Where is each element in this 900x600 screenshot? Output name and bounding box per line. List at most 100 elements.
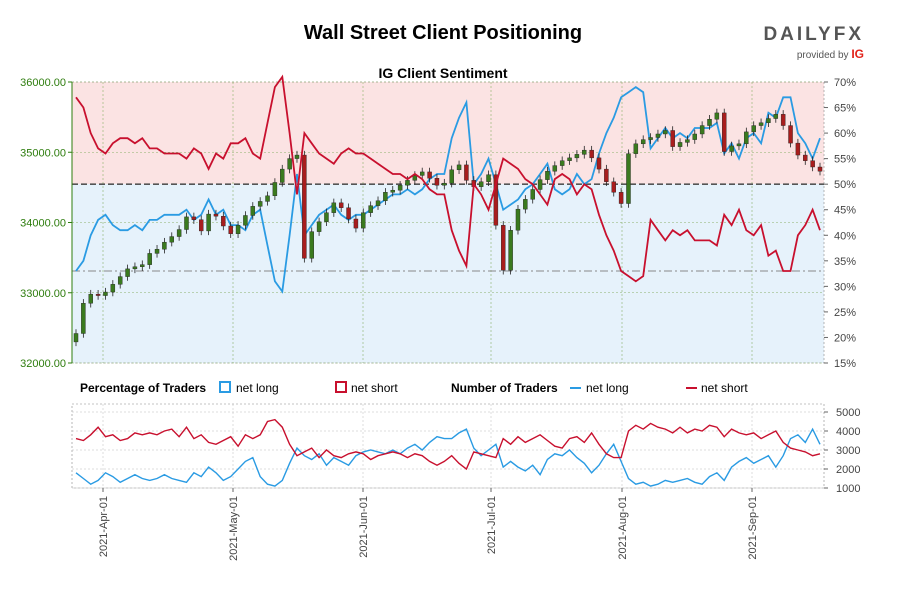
candle-body (515, 208, 521, 231)
candle-body (103, 291, 108, 296)
candle-body (707, 119, 712, 126)
candle-body (397, 185, 403, 191)
candle-body (331, 202, 337, 213)
legend: Percentage of Traders net long net short… (80, 381, 748, 395)
candle-body (736, 143, 742, 147)
candle-body (589, 149, 594, 159)
candle-body (611, 181, 616, 193)
candle-body (191, 216, 197, 220)
candle-body (567, 157, 572, 161)
price-tick-label: 34000.00 (20, 218, 66, 230)
percent-tick-label: 15% (834, 358, 856, 370)
provided-by: provided by IG (797, 47, 864, 61)
candle-body (456, 164, 462, 171)
candle-body (147, 253, 152, 265)
candle-body (88, 293, 93, 304)
candle-body (596, 157, 602, 170)
net-short-pct-line (75, 74, 821, 283)
candle-body (294, 154, 300, 159)
candle-body (744, 131, 749, 145)
price-candles (73, 108, 823, 347)
date-axis: 2021-Apr-01 2021-May-01 2021-Jun-01 2021-Ju… (98, 488, 759, 561)
percent-tick-label: 40% (834, 230, 856, 242)
date-tick-label: 2021-May-01 (228, 496, 240, 561)
candle-body (640, 139, 646, 145)
candle-body (117, 276, 123, 285)
net-long-count-series (75, 427, 821, 487)
candle-body (427, 171, 432, 179)
candle-body (375, 200, 381, 206)
candle-body (316, 221, 322, 232)
candle-body (677, 142, 683, 147)
candle-body (552, 165, 558, 172)
candle-body (132, 266, 138, 270)
candle-body (390, 189, 395, 193)
candle-body (537, 179, 543, 190)
net-short-count-series (75, 418, 821, 471)
candle-body (618, 192, 624, 204)
candle-body (530, 189, 535, 200)
provided-by-label: provided by (796, 50, 849, 61)
count-tick-label: 1000 (836, 483, 860, 495)
percent-tick-label: 35% (834, 256, 856, 268)
candle-body (368, 205, 373, 213)
date-tick-label: 2021-Apr-01 (98, 496, 110, 557)
candle-body (478, 181, 484, 187)
lower-grid (72, 404, 824, 489)
candle-body (280, 168, 285, 183)
price-tick-label: 35000.00 (20, 147, 66, 159)
candle-body (95, 293, 101, 296)
candle-body (361, 212, 366, 229)
candle-body (817, 166, 823, 172)
candle-body (405, 180, 410, 186)
price-axis: 32000.00 33000.00 34000.00 35000.00 36000.00 (20, 77, 73, 370)
net-long-pct-series (75, 86, 821, 294)
candle-body (699, 125, 705, 135)
percent-tick-label: 50% (834, 179, 856, 191)
legend-net-long-box (219, 381, 231, 393)
ig-logo: IG (851, 47, 864, 61)
candle-body (751, 125, 756, 133)
price-tick-label: 33000.00 (20, 288, 66, 300)
candle-body (670, 130, 675, 147)
candle-body (626, 153, 631, 204)
percent-tick-label: 20% (834, 332, 856, 344)
candle-body (176, 229, 182, 237)
candle-body (582, 149, 587, 155)
price-tick-label: 32000.00 (20, 358, 66, 370)
candle-body (722, 112, 727, 152)
candle-body (766, 118, 771, 123)
count-tick-label: 4000 (836, 426, 860, 438)
candle-body (324, 212, 329, 222)
candle-body (73, 333, 79, 343)
candle-body (434, 178, 440, 186)
candle-body (729, 145, 734, 152)
candle-body (788, 125, 793, 144)
date-tick-label: 2021-Jul-01 (486, 496, 498, 554)
percent-axis: 15% 20% 25% 30% 35% 40% 45% 50% 55% 60% 65% 70% (824, 77, 856, 370)
candle-body (419, 171, 425, 176)
reference-lines (72, 183, 824, 272)
legend-count-net-short-label: net short (701, 381, 748, 395)
date-tick-label: 2021-Jun-01 (358, 496, 370, 558)
count-tick-label: 2000 (836, 464, 860, 476)
candle-body (243, 215, 248, 226)
date-tick-label: 2021-Aug-01 (617, 496, 629, 560)
logo-text: DAILYFX (763, 24, 864, 45)
candle-body (523, 199, 528, 210)
count-tick-label: 5000 (836, 407, 860, 419)
candle-body (773, 114, 779, 119)
candle-body (464, 164, 469, 181)
percent-tick-label: 45% (834, 205, 856, 217)
candle-body (803, 154, 808, 161)
candle-body (780, 114, 786, 126)
candle-body (287, 158, 292, 170)
net-short-zone (72, 82, 824, 184)
candle-body (758, 122, 764, 126)
candle-body (228, 225, 233, 234)
candle-body (501, 225, 506, 271)
candle-body (559, 160, 565, 166)
legend-net-short-label: net short (351, 381, 398, 395)
candle-body (663, 130, 668, 135)
page-title: Wall Street Client Positioning (303, 22, 583, 44)
